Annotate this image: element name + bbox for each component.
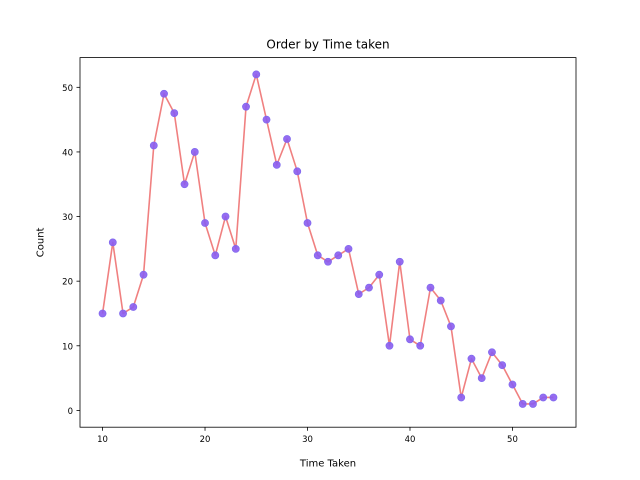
data-point: [252, 70, 261, 79]
x-tick-label: 30: [302, 435, 313, 445]
y-tick-label: 10: [62, 342, 73, 352]
data-point: [190, 148, 199, 156]
y-tick-label: 50: [62, 84, 73, 94]
data-point: [231, 244, 240, 253]
series-line: [101, 73, 554, 405]
data-point: [293, 167, 302, 176]
data-point: [139, 270, 148, 279]
chart-title: Order by Time taken: [266, 38, 389, 52]
y-axis-label: Count: [36, 227, 47, 257]
data-point: [98, 309, 107, 318]
data-point: [221, 212, 230, 221]
data-point: [416, 341, 425, 350]
data-point: [549, 393, 558, 402]
data-point: [313, 251, 322, 260]
data-point: [467, 354, 476, 363]
data-point: [406, 335, 414, 344]
data-point: [108, 238, 117, 247]
data-point: [488, 348, 496, 357]
data-point: [518, 400, 527, 408]
data-point: [283, 135, 291, 143]
data-point: [457, 393, 466, 402]
data-point: [262, 115, 271, 124]
data-point: [149, 141, 158, 150]
data-point: [324, 257, 332, 266]
data-point: [395, 257, 404, 266]
data-point: [498, 361, 507, 370]
y-tick-label: 30: [62, 213, 73, 223]
x-tick-label: 10: [97, 435, 108, 445]
y-tick-label: 20: [62, 278, 73, 288]
data-point: [385, 341, 394, 350]
data-point: [160, 89, 168, 98]
data-point: [272, 160, 281, 169]
x-axis-label: Time Taken: [299, 459, 356, 470]
data-point: [375, 270, 384, 279]
data-point: [334, 251, 343, 260]
data-point: [303, 219, 312, 227]
data-point: [539, 393, 548, 402]
data-point: [170, 109, 179, 118]
x-tick-label: 40: [405, 435, 416, 445]
data-point: [180, 180, 189, 189]
plot-area: [79, 57, 577, 428]
series-layer: [98, 70, 558, 408]
data-point: [129, 303, 138, 311]
x-tick-label: 50: [507, 435, 518, 445]
y-tick-label: 0: [68, 407, 73, 417]
x-tick-label: 20: [200, 435, 211, 445]
data-point: [354, 290, 363, 298]
data-point: [242, 102, 250, 111]
data-point: [119, 309, 127, 318]
data-point: [447, 322, 455, 331]
data-point: [201, 219, 209, 227]
data-point: [529, 400, 537, 408]
data-point: [211, 251, 220, 260]
data-point: [426, 283, 435, 292]
data-point: [365, 283, 373, 292]
data-point: [344, 244, 353, 253]
y-axis: 0 10 20 30 40 50: [62, 84, 80, 417]
data-point: [508, 380, 517, 389]
axes-frame: [79, 57, 577, 428]
data-point: [477, 374, 486, 382]
y-tick-label: 40: [62, 148, 73, 158]
x-axis: 10 20 30 40 50: [97, 427, 518, 445]
data-point: [436, 296, 445, 305]
